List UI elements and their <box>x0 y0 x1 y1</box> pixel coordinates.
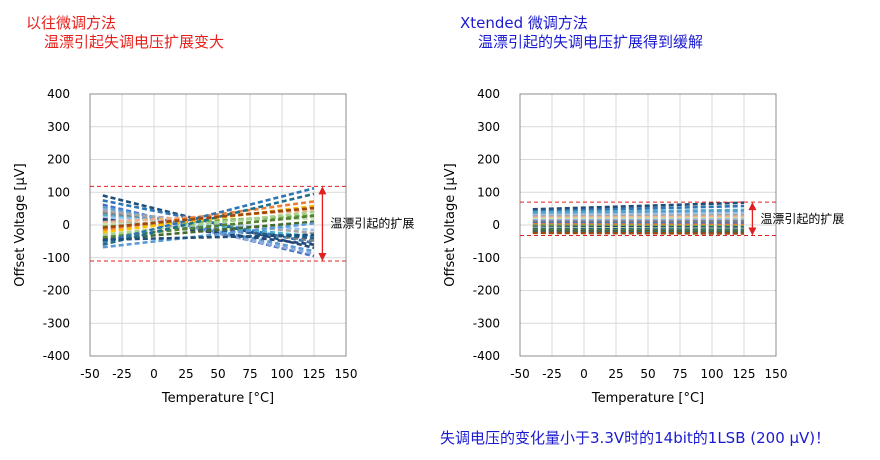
right-title-line2: 温漂引起的失调电压扩展得到缓解 <box>478 33 704 51</box>
series-line <box>532 209 745 216</box>
x-tick-label: 100 <box>701 367 724 381</box>
plot-area <box>519 93 777 357</box>
y-tick-label: -300 <box>43 316 70 330</box>
y-tick-label: 200 <box>477 153 500 167</box>
right-chart-title: Xtended 微调方法 温漂引起的失调电压扩展得到缓解 <box>460 14 703 52</box>
x-tick-label: 0 <box>150 367 158 381</box>
series-line <box>532 215 745 220</box>
series-line <box>102 210 315 237</box>
y-tick-label: 100 <box>47 185 70 199</box>
x-tick-label: -50 <box>80 367 100 381</box>
right-chart: -50 -25 0 25 50 75 100 125 150 400 300 200 100 0 -100 -… <box>443 87 844 406</box>
spread-arrow-head-top <box>748 202 757 211</box>
x-tick-label: 25 <box>608 367 623 381</box>
series-line <box>532 204 745 213</box>
series-line <box>532 217 745 221</box>
x-tick-label: 75 <box>242 367 257 381</box>
x-axis-label: Temperature [°C] <box>161 391 274 406</box>
y-tick-label: -400 <box>43 349 70 363</box>
left-title-line1: 以往微调方法 <box>26 14 117 32</box>
x-tick-label: 125 <box>733 367 756 381</box>
series-line <box>102 222 315 249</box>
x-axis-label: Temperature [°C] <box>591 391 704 406</box>
spread-arrow-head-top <box>318 186 327 195</box>
y-axis-label: Offset Voltage [µV] <box>13 163 28 286</box>
right-title-line1: Xtended 微调方法 <box>460 14 588 32</box>
series-line <box>102 187 315 244</box>
series-line <box>532 211 745 217</box>
series-line <box>532 218 745 222</box>
spread-arrow-head-bottom <box>318 253 327 262</box>
y-tick-label: -200 <box>473 284 500 298</box>
x-tick-label: 150 <box>335 367 358 381</box>
left-title-line2: 温漂引起失调电压扩展变大 <box>44 33 225 51</box>
x-tick-label: 125 <box>303 367 326 381</box>
series-line <box>102 192 315 246</box>
plot-area <box>89 93 347 357</box>
x-tick-label: -25 <box>542 367 562 381</box>
series-line <box>532 213 745 218</box>
x-tick-label: -25 <box>112 367 132 381</box>
y-tick-label: 400 <box>477 87 500 101</box>
y-tick-label: 0 <box>62 218 70 232</box>
y-tick-label: -100 <box>473 251 500 265</box>
series-line <box>532 223 745 227</box>
x-tick-label: 0 <box>580 367 588 381</box>
y-tick-label: -100 <box>43 251 70 265</box>
series-line <box>102 233 315 242</box>
x-tick-label: 50 <box>210 367 225 381</box>
y-tick-label: -300 <box>473 316 500 330</box>
left-chart-title: 以往微调方法 温漂引起失调电压扩展变大 <box>26 14 224 52</box>
y-tick-label: 100 <box>477 185 500 199</box>
x-tick-label: 75 <box>672 367 687 381</box>
x-tick-label: 150 <box>765 367 788 381</box>
spread-annotation: 温漂引起的扩展 <box>330 216 414 231</box>
y-tick-label: 0 <box>492 218 500 232</box>
series-line <box>532 201 745 211</box>
x-tick-label: -50 <box>510 367 530 381</box>
series-line <box>532 231 745 235</box>
left-chart: -50 -25 0 25 50 75 100 125 150 400 300 200 100 0 -100 -… <box>13 87 414 406</box>
series-line <box>532 224 745 228</box>
y-axis-label: Offset Voltage [µV] <box>443 163 458 286</box>
spread-annotation: 温漂引起的扩展 <box>760 211 844 226</box>
x-tick-label: 25 <box>178 367 193 381</box>
x-tick-label: 50 <box>640 367 655 381</box>
y-tick-label: -200 <box>43 284 70 298</box>
x-tick-label: 100 <box>271 367 294 381</box>
y-tick-label: 200 <box>47 153 70 167</box>
y-tick-label: 300 <box>47 120 70 134</box>
series-line <box>532 208 745 214</box>
series-line <box>102 206 315 229</box>
y-tick-label: 400 <box>47 87 70 101</box>
series-line <box>532 221 745 225</box>
y-tick-label: 300 <box>477 120 500 134</box>
spread-arrow-head-bottom <box>748 227 757 236</box>
footnote: 失调电压的变化量小于3.3V时的14bit的1LSB (200 µV)！ <box>440 429 831 447</box>
y-tick-label: -400 <box>473 349 500 363</box>
